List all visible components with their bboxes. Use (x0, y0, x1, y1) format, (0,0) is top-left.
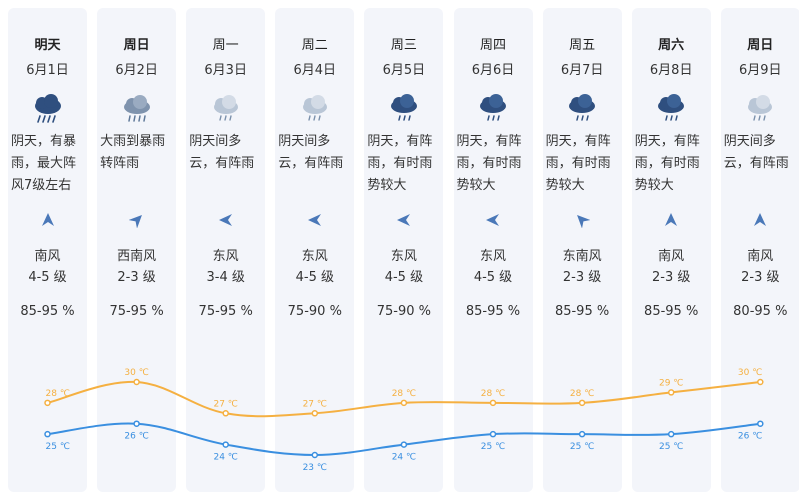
humidity: 85-95 % (644, 304, 699, 319)
cloudy-shower-icon (186, 94, 265, 128)
humidity: 85-95 % (554, 304, 610, 319)
wind-direction: 东风 (212, 249, 239, 264)
humidity: 75-90 % (376, 304, 432, 319)
weather-description: 阴天，有暴雨，最大阵风7级左右 (11, 134, 77, 193)
wind-direction: 南风 (34, 249, 61, 264)
wind-direction-arrow-icon (543, 212, 622, 230)
wind-direction: 南风 (658, 249, 685, 264)
wind-level: 4-5 级 (473, 270, 513, 285)
day-label: 周二 (301, 38, 328, 53)
wind-level: 4-5 级 (384, 270, 424, 285)
wind-level: 4-5 级 (28, 270, 67, 285)
shower-icon (364, 94, 443, 128)
wind-level: 4-5 级 (295, 270, 334, 285)
humidity: 75-90 % (287, 304, 342, 319)
wind-direction: 东风 (301, 249, 328, 264)
date-label: 6月6日 (471, 63, 515, 78)
rain-icon (97, 94, 176, 128)
wind-direction-arrow-icon (275, 212, 354, 230)
weather-description: 阴天，有阵雨，有时雨势较大 (634, 134, 700, 193)
forecast-day-column[interactable]: 周一 6月3日阴天间多云，有阵雨东风 3-4 级 75-95 % (186, 8, 266, 492)
forecast-day-column[interactable]: 周日 6月9日阴天间多云，有阵雨南风 2-3 级 80-95 % (720, 8, 799, 492)
shower-icon (632, 94, 711, 128)
weather-description: 阴天间多云，有阵雨 (723, 134, 789, 171)
forecast-day-column[interactable]: 周日 6月2日大雨到暴雨转阵雨西南风 2-3 级 75-95 % (97, 8, 177, 492)
day-label: 周三 (390, 38, 417, 53)
forecast-day-column[interactable]: 明天 6月1日阴天，有暴雨，最大阵风7级左右南风 4-5 级 85-95 % (8, 8, 87, 492)
cloudy-shower-icon (721, 94, 799, 128)
wind-direction: 西南风 (117, 249, 157, 264)
wind-direction: 南风 (747, 249, 774, 264)
forecast-day-column[interactable]: 周二 6月4日阴天间多云，有阵雨东风 4-5 级 75-90 % (275, 8, 355, 492)
day-label: 周五 (569, 38, 596, 53)
wind-direction-arrow-icon (364, 212, 443, 230)
date-label: 6月7日 (560, 63, 604, 78)
weather-description: 阴天，有阵雨，有时雨势较大 (545, 134, 611, 193)
date-label: 6月1日 (26, 63, 69, 78)
weather-description: 阴天，有阵雨，有时雨势较大 (367, 134, 433, 193)
day-label: 周四 (479, 38, 506, 53)
day-label: 明天 (34, 38, 61, 53)
cloudy-shower-icon (275, 94, 354, 128)
forecast-day-column[interactable]: 周六 6月8日阴天，有阵雨，有时雨势较大南风 2-3 级 85-95 % (631, 8, 711, 492)
heavy-rain-icon (8, 94, 87, 128)
wind-level: 2-3 级 (117, 270, 156, 285)
forecast-day-column[interactable]: 周五 6月7日阴天，有阵雨，有时雨势较大东南风 2-3 级 85-95 % (542, 8, 622, 492)
date-label: 6月8日 (649, 63, 693, 78)
forecast-day-column[interactable]: 周三 6月5日阴天，有阵雨，有时雨势较大东风 4-5 级 75-90 % (364, 8, 444, 492)
humidity: 85-95 % (465, 304, 521, 319)
day-label: 周日 (747, 38, 774, 53)
wind-level: 3-4 级 (206, 270, 245, 285)
wind-direction-arrow-icon (8, 212, 87, 230)
wind-level: 2-3 级 (562, 270, 602, 285)
wind-direction-arrow-icon (186, 212, 265, 230)
wind-direction: 东风 (479, 249, 506, 264)
wind-direction-arrow-icon (632, 212, 711, 230)
date-label: 6月4日 (293, 63, 337, 78)
date-label: 6月5日 (382, 63, 426, 78)
date-label: 6月3日 (204, 63, 247, 78)
shower-icon (543, 94, 622, 128)
weather-description: 阴天间多云，有阵雨 (189, 134, 255, 171)
day-label: 周日 (123, 38, 150, 53)
weather-description: 大雨到暴雨转阵雨 (100, 134, 166, 171)
day-label: 周六 (658, 38, 685, 53)
wind-direction: 东风 (390, 249, 417, 264)
weather-description: 阴天，有阵雨，有时雨势较大 (456, 134, 522, 193)
date-label: 6月2日 (115, 63, 158, 78)
forecast-day-column[interactable]: 周四 6月6日阴天，有阵雨，有时雨势较大东风 4-5 级 85-95 % (453, 8, 533, 492)
wind-direction-arrow-icon (454, 212, 533, 230)
humidity: 80-95 % (733, 304, 788, 319)
wind-direction-arrow-icon (721, 212, 799, 230)
wind-level: 2-3 级 (652, 270, 691, 285)
humidity: 75-95 % (109, 304, 164, 319)
date-label: 6月9日 (739, 63, 782, 78)
humidity: 75-95 % (198, 304, 253, 319)
shower-icon (454, 94, 533, 128)
wind-level: 2-3 级 (741, 270, 780, 285)
wind-direction-arrow-icon (97, 212, 176, 230)
day-label: 周一 (212, 38, 239, 53)
humidity: 85-95 % (20, 304, 75, 319)
wind-direction: 东南风 (562, 249, 602, 264)
weather-description: 阴天间多云，有阵雨 (278, 134, 344, 171)
